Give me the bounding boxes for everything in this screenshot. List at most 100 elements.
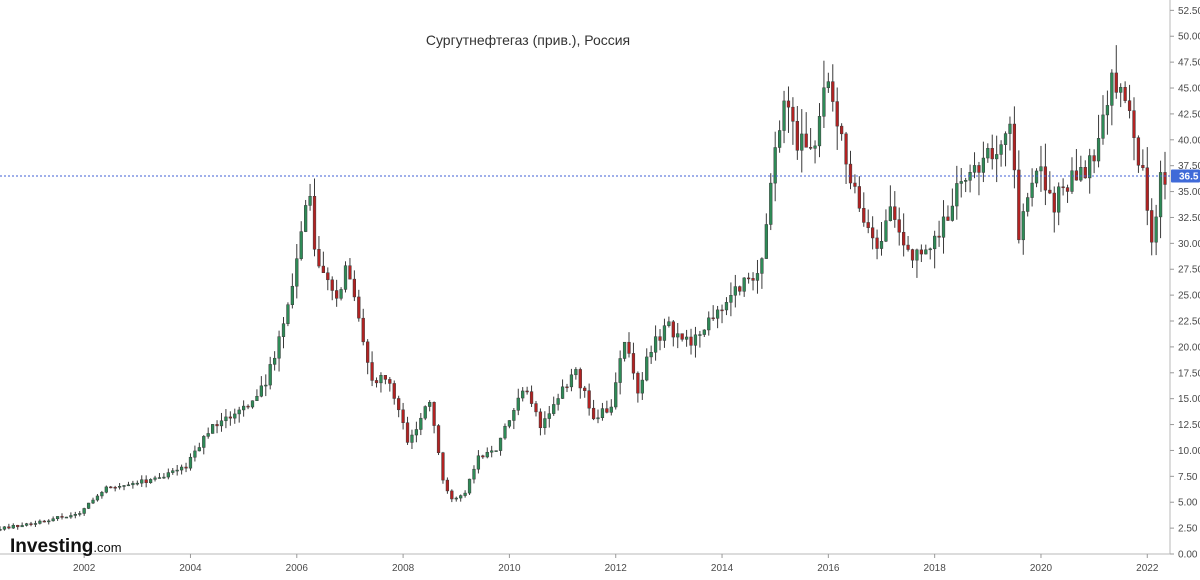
candle-up (255, 395, 259, 401)
candle-up (782, 100, 786, 131)
candle-up (47, 520, 51, 523)
candle-up (698, 334, 702, 336)
candle-down (525, 390, 529, 393)
candle-down (1017, 169, 1021, 241)
candle-up (1070, 170, 1074, 192)
candle-down (1048, 189, 1052, 194)
candle-down (16, 524, 20, 528)
candle-up (459, 495, 463, 499)
candle-down (184, 466, 188, 469)
candle-down (1145, 167, 1149, 211)
candle-down (857, 186, 861, 209)
candle-down (1083, 167, 1087, 179)
candle-up (915, 249, 919, 261)
candle-up (826, 81, 830, 89)
candle-down (587, 390, 591, 409)
candle-up (769, 182, 773, 225)
x-tick-label: 2012 (605, 563, 628, 574)
y-tick-label: 27.50 (1178, 265, 1200, 276)
candle-up (1021, 211, 1025, 241)
candle-up (702, 329, 706, 335)
y-tick-label: 32.50 (1178, 213, 1200, 224)
candle-up (211, 424, 215, 434)
candle-up (760, 258, 764, 274)
candle-up (135, 482, 139, 485)
candle-up (1158, 172, 1163, 218)
candle-up (423, 406, 427, 419)
candle-up (729, 295, 733, 303)
candle-down (529, 391, 534, 404)
candle-down (436, 425, 441, 453)
candle-up (1034, 170, 1039, 184)
candle-up (162, 476, 166, 479)
candle-up (419, 417, 423, 430)
candle-down (441, 452, 445, 481)
candle-down (1136, 137, 1141, 166)
y-tick-label: 35.00 (1178, 187, 1200, 198)
candle-up (82, 508, 86, 514)
candle-up (707, 317, 711, 331)
candle-up (428, 402, 432, 407)
candle-up (933, 235, 937, 250)
candle-down (538, 411, 543, 429)
candle-up (676, 333, 680, 338)
candle-up (0, 529, 2, 531)
candle-up (202, 436, 206, 448)
candle-up (343, 265, 348, 290)
candle-up (100, 492, 104, 497)
candle-down (751, 278, 755, 281)
candle-down (335, 290, 339, 299)
candle-up (485, 451, 489, 458)
candle-down (432, 402, 436, 426)
candle-up (560, 386, 565, 399)
y-tick-label: 15.00 (1178, 394, 1200, 405)
candle-up (148, 479, 153, 484)
candle-up (467, 478, 472, 494)
candle-up (521, 390, 525, 399)
candle-up (299, 231, 303, 259)
candle-up (755, 273, 760, 281)
candle-up (273, 357, 277, 365)
candle-down (374, 380, 379, 384)
candle-up (645, 356, 649, 381)
candle-up (813, 145, 817, 149)
candle-down (481, 455, 485, 458)
candle-up (153, 477, 157, 480)
candle-down (60, 516, 64, 518)
y-tick-label: 20.00 (1178, 342, 1200, 353)
candle-down (605, 408, 609, 413)
candle-up (742, 277, 746, 292)
candle-down (631, 353, 636, 374)
candle-up (693, 334, 698, 346)
investing-logo-main: Investing (10, 536, 93, 557)
candle-up (950, 205, 954, 221)
candle-up (1088, 155, 1092, 179)
candle-up (543, 418, 547, 429)
y-tick-label: 47.50 (1178, 58, 1200, 69)
y-axis-ticks: 0.00 2.50 5.00 7.50 10.00 12.50 15.00 17.50 20.0… (1170, 6, 1200, 561)
candle-up (884, 220, 888, 242)
candle-down (109, 486, 113, 489)
candle-up (667, 321, 671, 326)
candle-up (286, 304, 290, 324)
candle-up (609, 406, 613, 413)
candle-up (73, 514, 77, 516)
candle-up (179, 466, 184, 471)
candle-down (977, 165, 981, 173)
candle-down (348, 265, 352, 280)
candle-down (42, 520, 46, 523)
candle-down (326, 272, 330, 281)
candle-up (55, 516, 60, 520)
candle-up (959, 181, 963, 184)
candle-up (1110, 72, 1114, 106)
candle-up (494, 450, 498, 452)
y-tick-label: 7.50 (1178, 472, 1198, 483)
candle-up (941, 216, 946, 238)
y-tick-label: 45.00 (1178, 84, 1200, 95)
candle-up (662, 325, 667, 341)
candle-up (1057, 186, 1061, 213)
candle-up (140, 479, 144, 484)
candle-down (875, 237, 879, 249)
candle-up (618, 358, 622, 383)
